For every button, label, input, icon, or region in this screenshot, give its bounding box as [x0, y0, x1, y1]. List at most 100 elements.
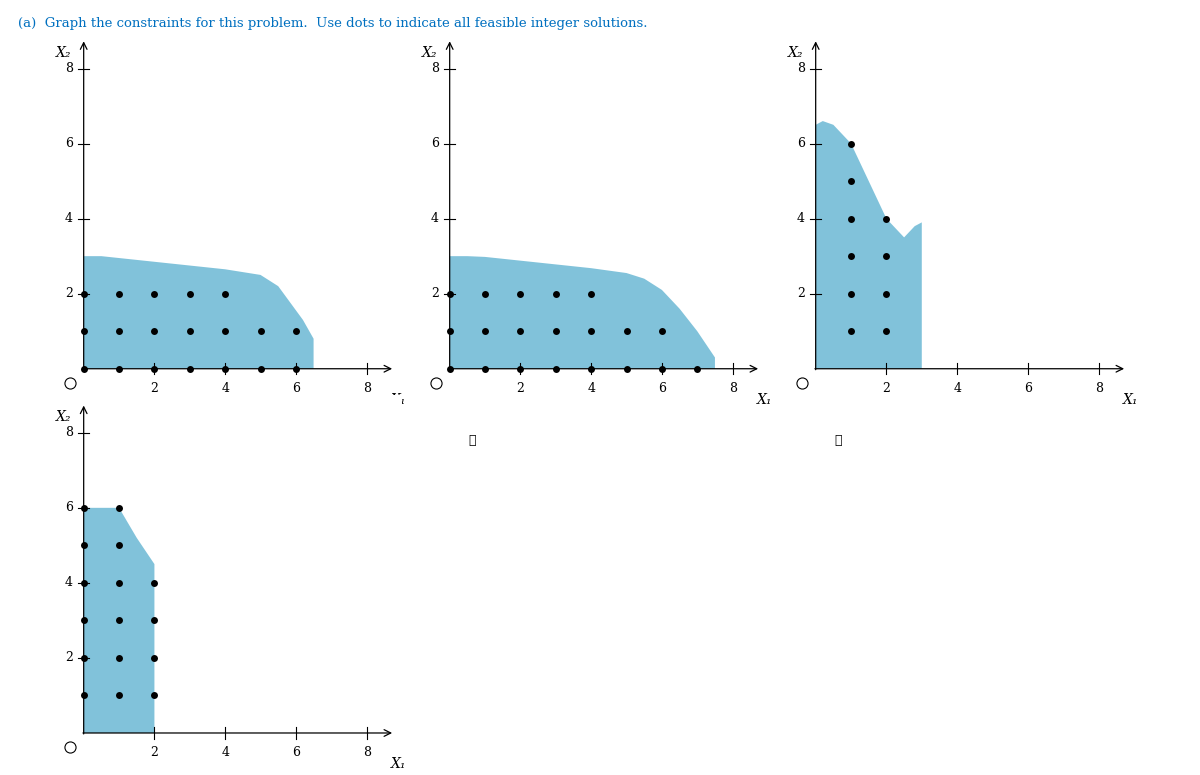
Text: 8: 8	[65, 62, 73, 75]
Text: 2: 2	[516, 382, 524, 395]
Point	[841, 288, 860, 300]
Text: 4: 4	[221, 746, 229, 760]
Polygon shape	[816, 121, 922, 369]
Point	[180, 325, 199, 337]
Point	[841, 137, 860, 150]
Point	[617, 325, 636, 337]
Point	[877, 250, 896, 263]
Point	[546, 325, 565, 337]
Point	[109, 652, 128, 664]
Point	[109, 325, 128, 337]
Point	[546, 363, 565, 375]
Point	[74, 577, 94, 589]
Text: 8: 8	[362, 382, 371, 395]
Point	[145, 363, 164, 375]
Text: 8: 8	[728, 382, 737, 395]
Point	[877, 212, 896, 225]
Text: 6: 6	[65, 137, 73, 150]
Text: X₁: X₁	[391, 393, 407, 407]
Text: 2: 2	[797, 288, 805, 300]
Text: X₁: X₁	[1123, 393, 1139, 407]
Point	[475, 325, 494, 337]
Point	[145, 689, 164, 701]
Point	[653, 363, 672, 375]
Text: 6: 6	[658, 382, 666, 395]
Point	[180, 288, 199, 300]
Polygon shape	[84, 508, 155, 733]
Point	[145, 325, 164, 337]
Point	[109, 501, 128, 514]
Point	[180, 363, 199, 375]
Text: X₂: X₂	[422, 46, 437, 60]
Point	[145, 652, 164, 664]
Text: X₂: X₂	[788, 46, 803, 60]
Point	[145, 577, 164, 589]
Point	[74, 501, 94, 514]
Text: 4: 4	[953, 382, 961, 395]
Text: 2: 2	[65, 288, 73, 300]
Text: 4: 4	[65, 577, 73, 589]
Point	[841, 250, 860, 263]
Point	[251, 363, 270, 375]
Point	[617, 363, 636, 375]
Point	[74, 689, 94, 701]
Point	[109, 539, 128, 552]
Point	[287, 363, 306, 375]
Point	[877, 325, 896, 337]
Text: 4: 4	[797, 212, 805, 225]
Point	[582, 363, 601, 375]
Text: 4: 4	[65, 212, 73, 225]
Point	[109, 577, 128, 589]
Point	[74, 363, 94, 375]
Text: 2: 2	[882, 382, 890, 395]
Point	[511, 363, 530, 375]
Text: 6: 6	[1024, 382, 1032, 395]
Point	[216, 325, 235, 337]
Point	[511, 325, 530, 337]
Point	[109, 363, 128, 375]
Text: 6: 6	[431, 137, 439, 150]
Point	[582, 325, 601, 337]
Point	[688, 363, 707, 375]
Polygon shape	[84, 257, 313, 369]
Text: 6: 6	[292, 382, 300, 395]
Point	[841, 175, 860, 188]
Point	[440, 363, 460, 375]
Text: 8: 8	[431, 62, 439, 75]
Point	[74, 652, 94, 664]
Text: (a)  Graph the constraints for this problem.  Use dots to indicate all feasible : (a) Graph the constraints for this probl…	[18, 17, 648, 30]
Point	[216, 363, 235, 375]
Point	[145, 615, 164, 627]
Text: 4: 4	[587, 382, 595, 395]
Text: X₁: X₁	[757, 393, 773, 407]
Polygon shape	[450, 257, 715, 369]
Text: 8: 8	[65, 426, 73, 439]
Point	[841, 325, 860, 337]
Text: 4: 4	[221, 382, 229, 395]
Text: 8: 8	[1094, 382, 1103, 395]
Text: 2: 2	[150, 746, 158, 760]
Text: 6: 6	[65, 501, 73, 515]
Point	[511, 288, 530, 300]
Point	[475, 288, 494, 300]
Point	[877, 288, 896, 300]
Text: X₁: X₁	[391, 757, 407, 771]
Point	[440, 288, 460, 300]
Point	[440, 325, 460, 337]
Text: X₂: X₂	[56, 46, 71, 60]
Point	[653, 325, 672, 337]
Text: 8: 8	[797, 62, 805, 75]
Point	[109, 615, 128, 627]
Text: X₂: X₂	[56, 410, 71, 424]
Text: ⓘ: ⓘ	[834, 434, 842, 447]
Text: 6: 6	[292, 746, 300, 760]
Point	[74, 615, 94, 627]
Point	[216, 288, 235, 300]
Text: 2: 2	[65, 652, 73, 664]
Text: 8: 8	[362, 746, 371, 760]
Text: 6: 6	[797, 137, 805, 150]
Point	[74, 325, 94, 337]
Point	[109, 689, 128, 701]
Point	[74, 539, 94, 552]
Point	[475, 363, 494, 375]
